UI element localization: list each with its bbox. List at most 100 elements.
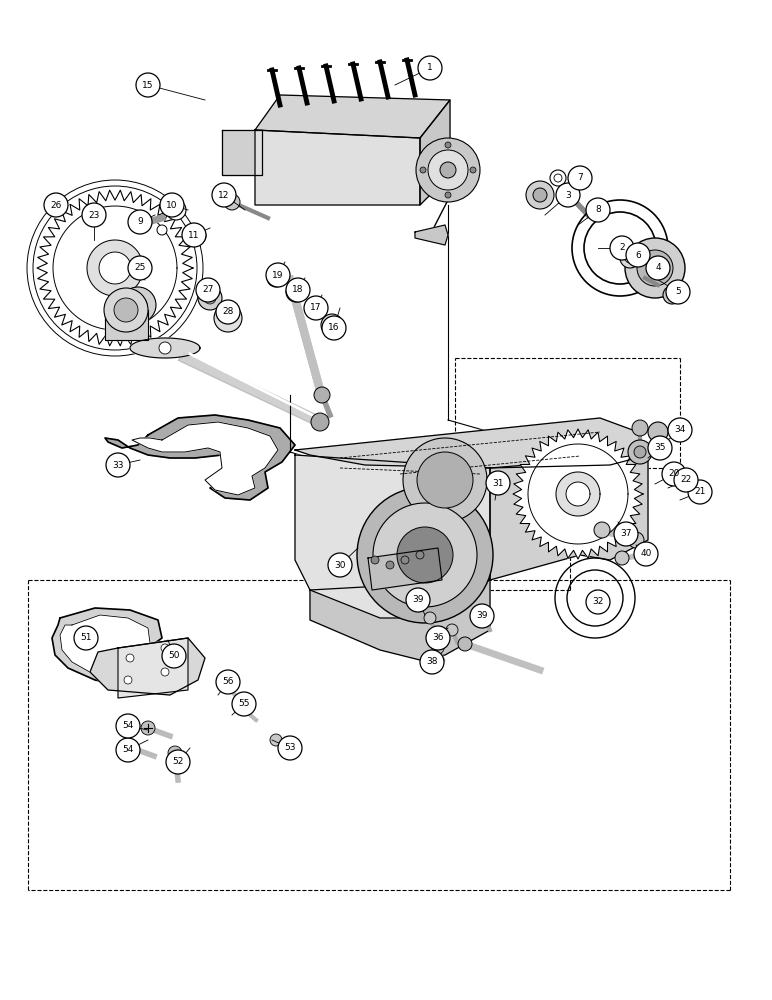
Polygon shape xyxy=(310,580,490,660)
Circle shape xyxy=(418,56,442,80)
Circle shape xyxy=(648,422,668,442)
Circle shape xyxy=(373,503,477,607)
Circle shape xyxy=(106,453,130,477)
Circle shape xyxy=(648,436,672,460)
Text: 31: 31 xyxy=(493,479,504,488)
Circle shape xyxy=(216,670,240,694)
Circle shape xyxy=(272,274,280,282)
Circle shape xyxy=(214,304,242,332)
Circle shape xyxy=(634,542,658,566)
Text: 4: 4 xyxy=(655,263,661,272)
Circle shape xyxy=(166,200,186,220)
Circle shape xyxy=(615,551,629,565)
Circle shape xyxy=(428,150,468,190)
Circle shape xyxy=(486,471,510,495)
Circle shape xyxy=(445,192,451,198)
Text: 2: 2 xyxy=(619,243,625,252)
Circle shape xyxy=(357,487,493,623)
Text: 5: 5 xyxy=(676,288,681,296)
Polygon shape xyxy=(490,455,648,580)
Circle shape xyxy=(190,228,206,244)
Circle shape xyxy=(196,278,220,302)
Circle shape xyxy=(626,243,650,267)
Text: 53: 53 xyxy=(284,744,296,752)
Text: 30: 30 xyxy=(334,560,346,570)
Text: 7: 7 xyxy=(577,174,583,182)
Circle shape xyxy=(286,278,310,302)
Circle shape xyxy=(278,736,302,760)
Circle shape xyxy=(386,561,394,569)
Circle shape xyxy=(424,612,436,624)
Polygon shape xyxy=(420,100,450,205)
Circle shape xyxy=(137,217,151,231)
Circle shape xyxy=(104,288,148,332)
Polygon shape xyxy=(60,615,150,680)
Text: 12: 12 xyxy=(218,190,230,200)
Circle shape xyxy=(304,296,328,320)
Text: 8: 8 xyxy=(595,206,601,215)
Polygon shape xyxy=(132,422,278,495)
Text: 18: 18 xyxy=(293,286,303,294)
Circle shape xyxy=(625,253,635,263)
Circle shape xyxy=(445,142,451,148)
Circle shape xyxy=(216,300,240,324)
Text: 11: 11 xyxy=(188,231,200,239)
Circle shape xyxy=(646,256,670,280)
Circle shape xyxy=(162,644,186,668)
Text: 37: 37 xyxy=(620,530,631,538)
Polygon shape xyxy=(90,638,205,695)
Text: 52: 52 xyxy=(172,758,184,766)
Circle shape xyxy=(668,291,676,299)
Polygon shape xyxy=(556,472,600,516)
Circle shape xyxy=(397,527,453,583)
Circle shape xyxy=(674,468,698,492)
Circle shape xyxy=(159,342,171,354)
Circle shape xyxy=(305,299,323,317)
Circle shape xyxy=(666,280,690,304)
Circle shape xyxy=(328,553,352,577)
Circle shape xyxy=(440,162,456,178)
Text: 55: 55 xyxy=(239,700,250,708)
Circle shape xyxy=(166,750,190,774)
Text: 9: 9 xyxy=(137,218,143,227)
Circle shape xyxy=(637,250,673,286)
Circle shape xyxy=(554,174,562,182)
Circle shape xyxy=(116,738,140,762)
Circle shape xyxy=(470,167,476,173)
Text: 33: 33 xyxy=(112,460,124,470)
Text: 56: 56 xyxy=(222,678,234,686)
Polygon shape xyxy=(295,455,490,618)
Text: 6: 6 xyxy=(635,250,641,259)
Circle shape xyxy=(614,522,638,546)
Circle shape xyxy=(632,420,648,436)
Circle shape xyxy=(270,734,282,746)
Circle shape xyxy=(371,556,379,564)
Polygon shape xyxy=(295,418,648,468)
Text: 35: 35 xyxy=(654,444,665,452)
Circle shape xyxy=(625,238,685,298)
Polygon shape xyxy=(87,240,143,296)
Circle shape xyxy=(416,551,424,559)
Circle shape xyxy=(223,313,233,323)
Circle shape xyxy=(586,198,610,222)
Circle shape xyxy=(116,714,140,738)
Circle shape xyxy=(446,624,458,636)
Circle shape xyxy=(128,210,152,234)
Circle shape xyxy=(44,193,68,217)
Polygon shape xyxy=(130,338,200,358)
Circle shape xyxy=(420,167,426,173)
Circle shape xyxy=(141,721,155,735)
Circle shape xyxy=(194,232,202,240)
Circle shape xyxy=(311,413,329,431)
Text: 51: 51 xyxy=(80,634,92,643)
Text: 26: 26 xyxy=(50,200,62,210)
Polygon shape xyxy=(566,482,590,506)
Circle shape xyxy=(634,446,646,458)
Text: 10: 10 xyxy=(166,200,178,210)
Text: 38: 38 xyxy=(426,658,438,666)
Text: 16: 16 xyxy=(328,324,340,332)
Circle shape xyxy=(126,654,134,662)
Circle shape xyxy=(416,138,480,202)
Polygon shape xyxy=(105,310,148,340)
Circle shape xyxy=(267,269,285,287)
